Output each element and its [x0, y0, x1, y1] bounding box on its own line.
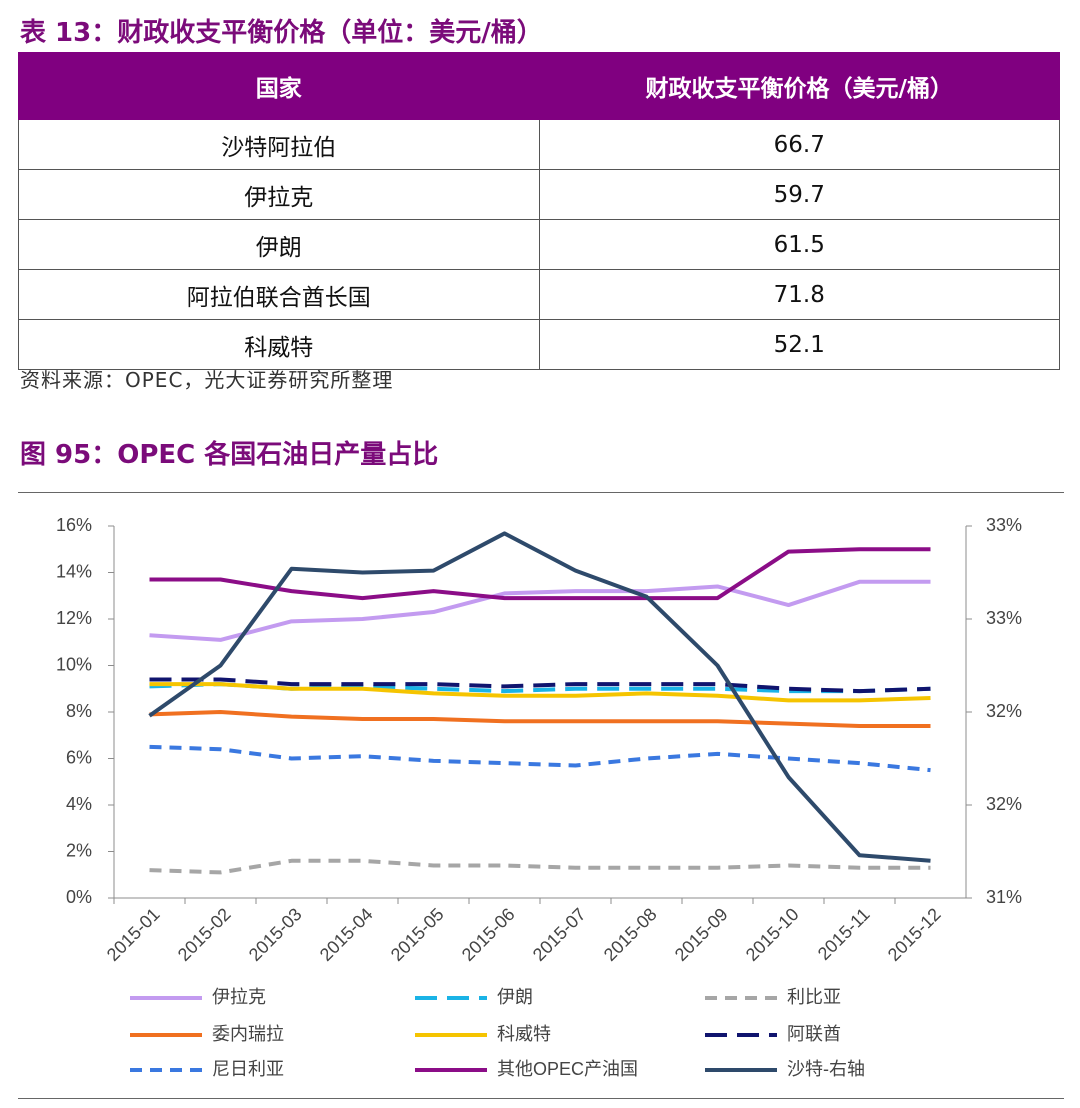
- y2-tick-label: 32%: [986, 701, 1022, 721]
- table-row: 伊朗 61.5: [18, 219, 1060, 270]
- table: 国家 财政收支平衡价格（美元/桶） 沙特阿拉伯 66.7 伊拉克 59.7 伊朗 61.5 阿…: [18, 52, 1060, 370]
- table-source: 资料来源：OPEC，光大证券研究所整理: [20, 368, 394, 392]
- header-cell: 国家: [18, 52, 540, 120]
- x-tick-label: 2015-09: [671, 904, 732, 965]
- header-row: 国家 财政收支平衡价格（美元/桶）: [18, 52, 1060, 120]
- table-cell: 阿拉伯联合酋长国: [18, 269, 540, 320]
- y-tick-label: 4%: [66, 794, 92, 814]
- legend-label: 科威特: [497, 1024, 551, 1044]
- table-cell: 71.8: [538, 269, 1060, 320]
- rule: [18, 1098, 1064, 1099]
- chart-title: 图 95：OPEC 各国石油日产量占比: [20, 440, 439, 470]
- table-cell: 科威特: [18, 319, 540, 370]
- y-tick-label: 0%: [66, 887, 92, 907]
- series-line: [149, 579, 931, 642]
- table-title: 表 13：财政收支平衡价格（单位：美元/桶）: [20, 18, 543, 48]
- x-tick-label: 2015-11: [814, 904, 874, 964]
- series-line: [149, 682, 931, 703]
- series-line: [149, 858, 931, 875]
- y-tick-label: 12%: [56, 608, 92, 628]
- series-line: [148, 531, 931, 863]
- y-tick-label: 2%: [66, 840, 92, 860]
- y-tick-label: 6%: [66, 747, 92, 767]
- y-tick-label: 16%: [56, 515, 92, 535]
- x-tick-label: 2015-12: [884, 904, 945, 965]
- legend-label: 沙特-右轴: [787, 1059, 865, 1079]
- x-tick-label: 2015-04: [316, 904, 377, 965]
- legend-label: 利比亚: [787, 987, 841, 1007]
- x-tick-label: 2015-01: [103, 904, 164, 965]
- table-row: 科威特 52.1: [18, 319, 1060, 370]
- table-cell: 52.1: [538, 319, 1060, 370]
- y2-tick-label: 31%: [986, 887, 1022, 907]
- legend-label: 伊朗: [497, 987, 533, 1007]
- x-tick-label: 2015-06: [458, 904, 519, 965]
- x-tick-label: 2015-10: [742, 904, 803, 965]
- x-tick-label: 2015-08: [600, 904, 661, 965]
- y-tick-label: 14%: [56, 561, 92, 581]
- y-tick-label: 8%: [66, 701, 92, 721]
- y-tick-label: 10%: [56, 654, 92, 674]
- table-cell: 59.7: [538, 169, 1060, 220]
- y2-tick-label: 32%: [986, 794, 1022, 814]
- legend-label: 阿联酋: [787, 1024, 841, 1044]
- series-line: [149, 744, 931, 773]
- legend-label: 其他OPEC产油国: [497, 1059, 638, 1079]
- legend-label: 委内瑞拉: [212, 1024, 284, 1044]
- header-cell: 财政收支平衡价格（美元/桶）: [538, 52, 1060, 120]
- legend-label: 尼日利亚: [212, 1059, 284, 1079]
- x-tick-label: 2015-07: [529, 904, 590, 965]
- x-tick-label: 2015-03: [245, 904, 306, 965]
- x-tick-label: 2015-02: [174, 904, 235, 965]
- rule: [18, 492, 1064, 493]
- y2-tick-label: 33%: [986, 515, 1022, 535]
- x-tick-label: 2015-05: [387, 904, 448, 965]
- table-row: 伊拉克 59.7: [18, 169, 1060, 220]
- legend-label: 伊拉克: [212, 987, 266, 1007]
- table-row: 阿拉伯联合酋长国 71.8: [18, 269, 1060, 320]
- series-line: [149, 547, 931, 601]
- y2-tick-label: 33%: [986, 608, 1022, 628]
- series-line: [149, 710, 931, 728]
- table-body: 沙特阿拉伯 66.7 伊拉克 59.7 伊朗 61.5 阿拉伯联合酋长国 71.8 科威特 52.…: [18, 119, 1060, 370]
- table-cell: 66.7: [538, 119, 1060, 170]
- series-line: [149, 677, 931, 694]
